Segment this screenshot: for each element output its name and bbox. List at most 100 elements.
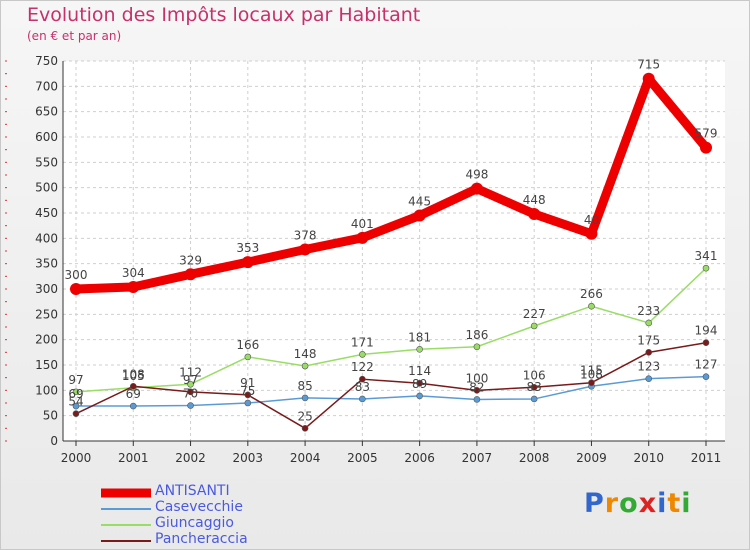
y-tick-label: 400 (35, 231, 58, 245)
data-point (72, 410, 80, 417)
data-label: 127 (695, 358, 718, 372)
legend-label: Casevecchie (155, 499, 243, 515)
data-point (244, 353, 252, 361)
data-point (473, 387, 481, 394)
data-point (129, 382, 137, 390)
data-point (645, 319, 653, 327)
data-label: 97 (183, 373, 198, 387)
data-label: 108 (122, 367, 145, 381)
data-label: 194 (695, 324, 718, 338)
data-point (642, 72, 655, 85)
y-tick-label: 700 (35, 79, 58, 93)
data-label: 85 (297, 379, 312, 393)
data-point (702, 339, 710, 347)
data-label: 108 (580, 367, 603, 381)
series-line-casevecchie (75, 375, 707, 407)
data-point (129, 402, 137, 410)
y-tick-label: 350 (35, 257, 58, 271)
data-label: 70 (183, 387, 198, 401)
plot-area (63, 61, 725, 441)
data-label: 106 (523, 368, 546, 382)
y-tick-label: 450 (35, 206, 58, 220)
data-point (416, 345, 423, 353)
data-label: 83 (527, 380, 542, 394)
legend-swatch (101, 488, 151, 498)
legend-item: Giuncaggio (101, 515, 321, 533)
data-point (585, 227, 598, 240)
y-tick-label: 500 (35, 181, 58, 195)
data-label: 105 (122, 369, 145, 383)
data-point (473, 343, 481, 351)
data-label: 75 (240, 384, 255, 398)
data-label: 181 (408, 330, 431, 344)
data-point (700, 141, 712, 154)
series-lines (70, 72, 712, 432)
legend-swatch (101, 540, 151, 542)
data-point (530, 322, 538, 330)
x-tick-label: 2001 (118, 451, 149, 465)
data-point (413, 209, 426, 222)
data-point (187, 380, 194, 388)
data-point (702, 373, 710, 380)
data-label: 100 (465, 371, 488, 385)
data-point (470, 182, 483, 195)
data-point (530, 395, 538, 403)
data-point (184, 268, 197, 281)
data-label: 401 (351, 217, 374, 231)
data-label: 304 (122, 266, 145, 280)
data-label: 233 (637, 304, 660, 318)
data-label: 175 (637, 333, 660, 347)
y-tick-label: 600 (35, 130, 58, 144)
y-tick-label: 100 (35, 383, 58, 397)
series-line-pancheraccia (75, 341, 707, 430)
data-label: 122 (351, 360, 374, 374)
legend: ANTISANTI Casevecchie Giuncaggio Pancheracc… (101, 483, 321, 549)
data-point (244, 399, 252, 407)
data-point (528, 208, 541, 221)
data-point (359, 395, 366, 403)
data-point (301, 394, 309, 402)
logo-letter: i (681, 488, 692, 519)
data-point (244, 391, 252, 399)
data-point (356, 231, 369, 244)
legend-swatch (101, 524, 151, 526)
x-tick-label: 2003 (233, 451, 264, 465)
data-label: 82 (469, 380, 484, 394)
y-tick-label: 750 (35, 54, 58, 68)
legend-item: ANTISANTI (101, 483, 321, 501)
axes: 0 50 100 150 200 250 300 350 400 450 500 550 600 650 7… (5, 54, 725, 465)
data-point (301, 362, 309, 370)
data-label: 166 (236, 338, 259, 352)
data-label: 69 (68, 387, 83, 401)
data-point (359, 351, 366, 358)
data-point (645, 349, 653, 356)
data-label: 69 (126, 387, 141, 401)
data-point (72, 402, 80, 410)
logo-letter: o (619, 488, 639, 519)
data-label: 123 (637, 360, 660, 374)
data-point (241, 256, 254, 269)
data-point (416, 379, 423, 387)
data-point (416, 392, 423, 400)
legend-swatch (101, 508, 151, 510)
data-label: 186 (465, 328, 488, 342)
data-label: 445 (408, 195, 431, 209)
data-label: 115 (580, 364, 603, 378)
y-tick-label: 50 (43, 409, 58, 423)
data-label: 171 (351, 335, 374, 349)
data-point (359, 375, 366, 383)
data-point (127, 280, 140, 293)
data-label: 25 (297, 409, 312, 423)
series-line-giuncaggio (75, 267, 707, 393)
data-label: 40 (584, 213, 599, 227)
data-label: 715 (637, 58, 660, 72)
x-tick-label: 2011 (691, 451, 722, 465)
logo-letter: P (584, 488, 605, 519)
y-tick-label: 150 (35, 358, 58, 372)
data-label: 341 (695, 249, 718, 263)
x-tick-label: 2002 (175, 451, 206, 465)
y-tick-label: 200 (35, 333, 58, 347)
data-label: 89 (412, 377, 427, 391)
y-tick-label: 550 (35, 155, 58, 169)
